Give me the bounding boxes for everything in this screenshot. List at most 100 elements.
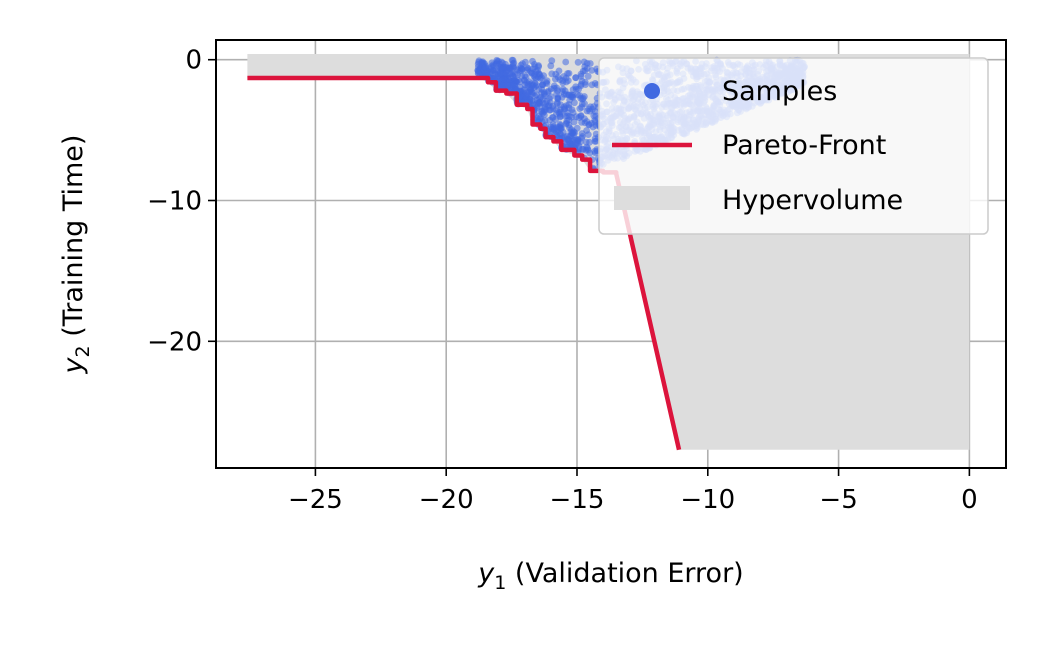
sample-point — [583, 107, 591, 115]
sample-point — [482, 64, 489, 71]
y-tick-label: −10 — [147, 187, 202, 217]
x-axis-label-var: y — [477, 558, 495, 589]
sample-point — [531, 74, 539, 81]
sample-point — [552, 125, 560, 132]
sample-point — [537, 93, 545, 101]
sample-point — [578, 130, 586, 137]
sample-point — [570, 118, 578, 126]
x-tick-label: −25 — [288, 485, 343, 515]
sample-point — [555, 67, 563, 75]
y-axis-label: y2 (Training Time) — [58, 135, 94, 375]
sample-point — [548, 70, 556, 78]
sample-point — [578, 103, 585, 111]
legend-marker-samples — [644, 83, 660, 99]
y-tick-label: −20 — [147, 327, 202, 357]
sample-point — [555, 109, 563, 117]
x-axis-label: y1 (Validation Error) — [477, 558, 743, 594]
sample-point — [491, 66, 499, 74]
sample-point — [582, 138, 590, 146]
sample-point — [592, 112, 600, 120]
x-tick-label: −15 — [550, 485, 605, 515]
sample-point — [562, 58, 570, 66]
sample-point — [535, 86, 543, 93]
sample-point — [575, 145, 583, 153]
sample-point — [509, 60, 517, 67]
sample-point — [572, 140, 579, 147]
legend-marker-hypervolume — [614, 186, 690, 210]
sample-point — [508, 70, 515, 77]
sample-point — [518, 72, 526, 80]
legend-label-pareto: Pareto-Front — [722, 130, 886, 161]
sample-point — [547, 62, 555, 70]
legend: Samples Pareto-Front Hypervolume — [598, 57, 989, 235]
sample-point — [561, 112, 569, 120]
sample-point — [500, 75, 508, 83]
sample-point — [541, 111, 548, 119]
sample-point — [502, 70, 509, 77]
sample-point — [584, 72, 592, 80]
sample-point — [589, 123, 597, 131]
legend-box — [598, 57, 989, 235]
sample-point — [566, 124, 573, 132]
legend-label-samples: Samples — [722, 76, 837, 107]
plot-frame — [215, 39, 1007, 469]
x-axis-label-sub: 1 — [494, 572, 506, 594]
sample-point — [574, 91, 581, 99]
sample-point — [526, 96, 534, 104]
sample-point — [570, 130, 578, 138]
sample-point — [592, 130, 600, 138]
sample-point — [546, 95, 553, 102]
sample-point — [474, 63, 482, 71]
pareto-front-layer — [247, 75, 682, 451]
sample-point — [497, 69, 504, 77]
sample-point — [568, 106, 576, 113]
sample-point — [565, 70, 573, 77]
sample-point — [574, 58, 582, 66]
sample-point — [566, 96, 573, 104]
sample-point — [552, 75, 559, 83]
sample-point — [583, 59, 591, 67]
sample-point — [549, 114, 557, 121]
sample-point — [579, 94, 587, 102]
x-axis-label-text: (Validation Error) — [506, 558, 743, 589]
ticks: −25 −20 −15 −10 −5 0 0 −10 −20 — [147, 46, 978, 515]
sample-point — [556, 120, 564, 128]
y-axis-label-text: (Training Time) — [58, 135, 89, 346]
sample-point — [553, 99, 561, 107]
y-axis-label-var: y — [58, 356, 89, 374]
sample-point — [564, 136, 572, 143]
sample-point — [572, 74, 579, 82]
sample-point — [559, 79, 567, 87]
sample-point — [539, 81, 546, 88]
sample-point — [591, 118, 599, 126]
sample-point — [577, 70, 585, 78]
sample-point — [491, 71, 499, 79]
x-tick-label: −5 — [819, 485, 857, 515]
sample-point — [493, 60, 500, 67]
sample-point — [518, 67, 525, 74]
pareto-front-line — [247, 75, 682, 451]
sample-point — [584, 131, 592, 139]
x-tick-label: −10 — [680, 485, 735, 515]
sample-point — [525, 80, 532, 88]
sample-point — [584, 146, 592, 154]
y-tick-label: 0 — [185, 46, 202, 76]
sample-point — [512, 85, 519, 93]
x-tick-label: −20 — [419, 485, 474, 515]
sample-point — [535, 62, 542, 69]
sample-point — [553, 90, 560, 98]
sample-point — [523, 66, 531, 74]
sample-point — [578, 119, 585, 126]
sample-point — [592, 137, 600, 145]
sample-point — [577, 82, 585, 90]
sample-point — [588, 81, 596, 89]
x-tick-label: 0 — [961, 485, 978, 515]
sample-point — [475, 70, 482, 77]
sample-point — [528, 90, 535, 98]
sample-point — [559, 85, 567, 93]
sample-point — [545, 87, 552, 95]
y-axis-label-sub: 2 — [72, 345, 94, 357]
sample-point — [541, 106, 548, 114]
sample-point — [569, 86, 577, 94]
